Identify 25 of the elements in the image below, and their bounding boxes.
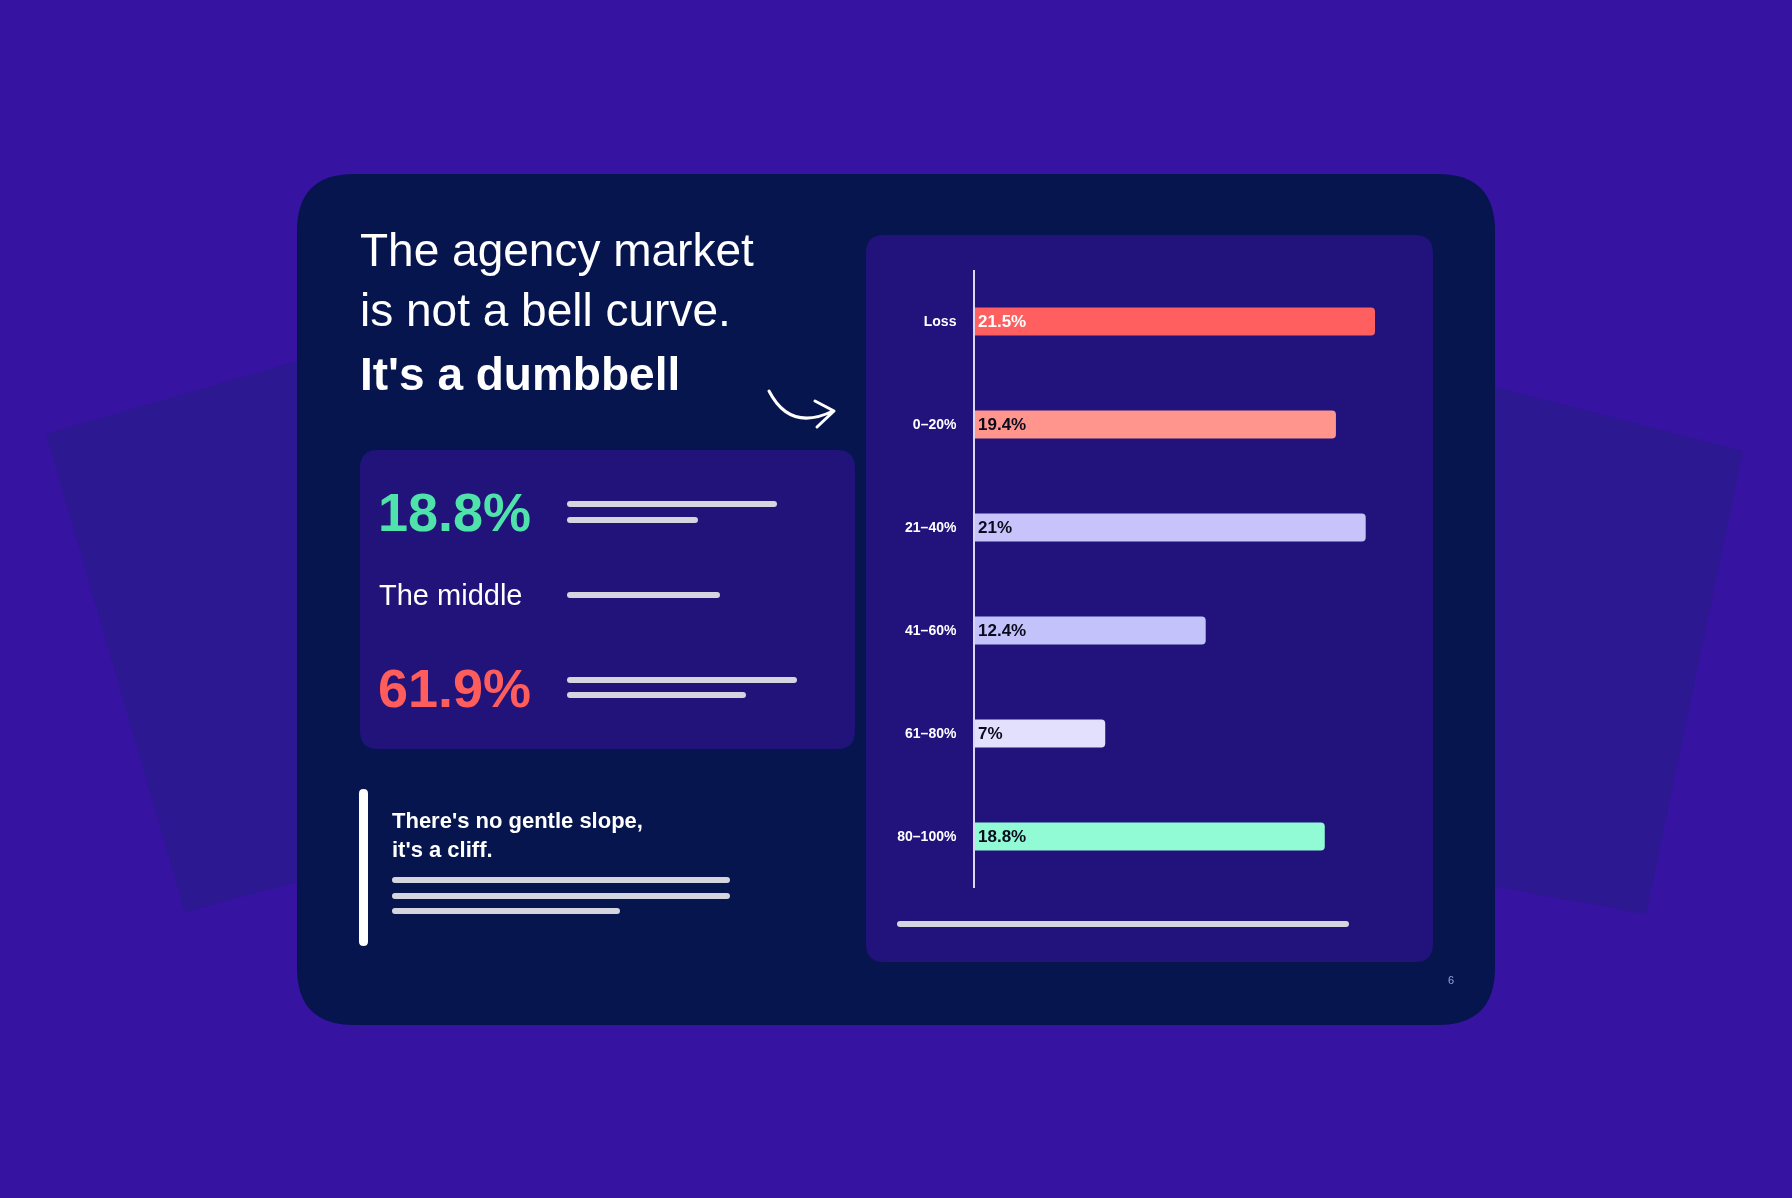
data-label: 21% xyxy=(978,518,1013,538)
text: The middle xyxy=(379,579,523,611)
data-label: 21.5% xyxy=(978,312,1027,332)
y-tick-label: 61–80% xyxy=(905,725,957,742)
bar xyxy=(975,513,1366,542)
text: There's no gentle slope, it's a cliff. xyxy=(392,808,643,862)
data-label: 19.4% xyxy=(978,415,1027,435)
bar xyxy=(975,307,1375,336)
text: It's a dumbbell xyxy=(360,348,681,400)
text: 18.8% xyxy=(378,482,532,542)
text: The agency market is not a bell curve. xyxy=(360,224,754,336)
bar xyxy=(975,719,1106,748)
y-tick-label: 0–20% xyxy=(912,416,957,433)
y-tick-label: 80–100% xyxy=(897,828,957,845)
bar xyxy=(975,822,1325,851)
data-label: 7% xyxy=(978,724,1003,744)
text: 61.9% xyxy=(378,658,532,718)
data-label: 18.8% xyxy=(978,827,1027,847)
y-tick-label: 41–60% xyxy=(905,622,957,639)
text: 6 xyxy=(1448,974,1455,986)
data-label: 12.4% xyxy=(978,621,1027,641)
y-tick-label: Loss xyxy=(923,313,957,330)
bar xyxy=(975,616,1206,645)
y-tick-label: 21–40% xyxy=(905,519,957,536)
bar xyxy=(975,410,1336,439)
